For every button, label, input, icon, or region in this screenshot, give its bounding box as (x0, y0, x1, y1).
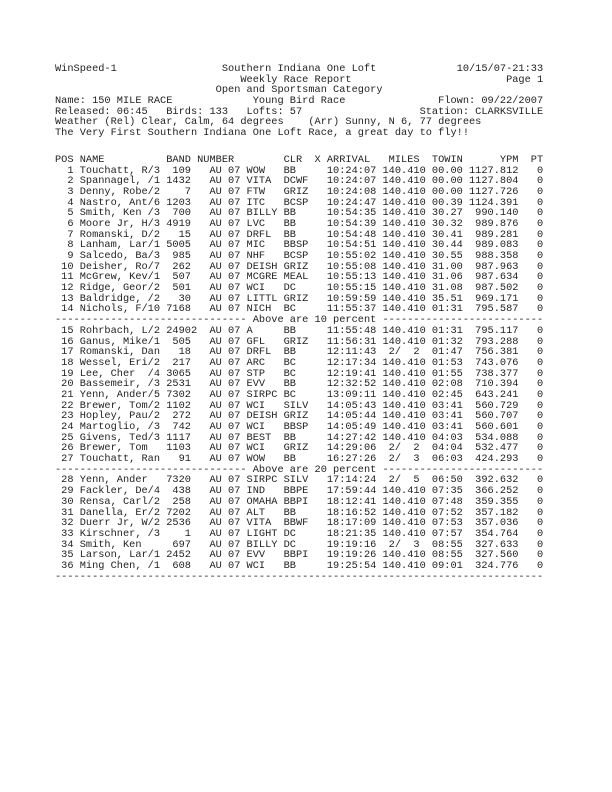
table-row: 22 Brewer, Tom/2 1102 AU 07 WCI SILV 14:… (55, 399, 544, 412)
table-row: 19 Lee, Cher /4 3065 AU 07 STP BC 12:19:… (55, 367, 544, 380)
table-row: 12 Ridge, Geor/2 501 AU 07 WCI DC 10:55:… (55, 282, 544, 295)
table-row: 16 Ganus, Mike/1 505 AU 07 GFL GRIZ 11:5… (55, 335, 544, 348)
comment-line: The Very First Southern Indiana One Loft… (55, 127, 470, 140)
table-row: 2 Spannagel, /1 1432 AU 07 VITA DCWF 10:… (55, 175, 544, 188)
table-row: 28 Yenn, Ander 7320 AU 07 SIRPC SILV 17:… (55, 474, 544, 487)
table-row: 7 Romanski, D/2 15 AU 07 DRFL BB 10:54:4… (55, 228, 544, 241)
end-separator: ----------------------------------------… (55, 570, 544, 583)
table-row: 13 Baldridge, /2 30 AU 07 LITTL GRIZ 10:… (55, 292, 544, 305)
release-info-line: Released: 06:45 Birds: 133 Lofts: 57 Sta… (55, 105, 544, 118)
table-row: 4 Nastro, Ant/6 1203 AU 07 ITC BCSP 10:2… (55, 196, 544, 209)
section-separator: ------------------------------- Above ar… (55, 463, 544, 476)
table-row: 3 Denny, Robe/2 7 AU 07 FTW GRIZ 10:24:0… (55, 185, 544, 198)
table-row: 35 Larson, Lar/1 2452 AU 07 EVV BBPI 19:… (55, 549, 544, 562)
weather-line: Weather (Rel) Clear, Calm, 64 degrees (A… (55, 116, 482, 129)
table-row: 6 Moore Jr, H/3 4919 AU 07 LVC BB 10:54:… (55, 217, 544, 230)
table-row: 5 Smith, Ken /3 700 AU 07 BILLY BB 10:54… (55, 207, 544, 220)
table-row: 24 Martoglio, /3 742 AU 07 WCI BBSP 14:0… (55, 421, 544, 433)
table-row: 23 Hopley, Pau/2 272 AU 07 DEISH GRIZ 14… (55, 410, 544, 423)
table-row: 26 Brewer, Tom 1103 AU 07 WCI GRIZ 14:29… (55, 442, 544, 455)
table-row: 29 Fackler, De/4 438 AU 07 IND BBPE 17:5… (55, 485, 544, 498)
table-row: 34 Smith, Ken 697 AU 07 BILLY DC 19:19:1… (55, 538, 544, 551)
table-row: 30 Rensa, Carl/2 258 AU 07 OMAHA BBPI 18… (55, 495, 544, 508)
table-row: 18 Wessel, Eri/2 217 AU 07 ARC BC 12:17:… (55, 356, 544, 369)
table-row: 14 Nichols, F/10 7168 AU 07 NICH BC 11:5… (55, 303, 544, 316)
table-row: 20 Bassemeir, /3 2531 AU 07 EVV BB 12:32… (55, 378, 544, 391)
column-header-row: POS NAME BAND NUMBER CLR X ARRIVAL MILES… (55, 153, 544, 166)
table-row: 36 Ming Chen, /1 608 AU 07 WCI BB 19:25:… (55, 559, 544, 572)
section-separator: ------------------------------- Above ar… (55, 314, 544, 327)
table-row: 10 Deisher, Ro/7 262 AU 07 DEISH GRIZ 10… (55, 260, 544, 273)
spacer-line (55, 139, 612, 155)
table-row: 27 Touchatt, Ran 91 AU 07 WOW BB 16:27:2… (55, 453, 544, 466)
table-row: 33 Kirschner, /3 1 AU 07 LIGHT DC 18:21:… (55, 527, 544, 540)
table-row: 32 Duerr Jr, W/2 2536 AU 07 VITA BBWF 18… (55, 517, 544, 530)
table-row: 25 Givens, Ted/3 1117 AU 07 BEST BB 14:2… (55, 431, 544, 444)
table-row: 11 McGrew, Kev/1 507 AU 07 MCGRE MEAL 10… (55, 271, 544, 284)
masthead-line: WinSpeed-1 Southern Indiana One Loft 10/… (55, 63, 544, 75)
table-row: 1 Touchatt, R/3 109 AU 07 WOW BB 10:24:0… (55, 164, 544, 177)
page-title-line: Weekly Race Report Page 1 (55, 73, 544, 86)
race-info-line: Name: 150 MILE RACE Young Bird Race Flow… (55, 95, 544, 108)
table-row: 15 Rohrbach, L/2 24902 AU 07 A BB 11:55:… (55, 324, 544, 337)
table-row: 31 Danella, Er/2 7202 AU 07 ALT BB 18:16… (55, 506, 544, 519)
table-row: 8 Lanham, Lar/1 5005 AU 07 MIC BBSP 10:5… (55, 239, 544, 252)
table-row: 9 Salcedo, Ba/3 985 AU 07 NHF BCSP 10:55… (55, 250, 544, 262)
table-row: 17 Romanski, Dan 18 AU 07 DRFL BB 12:11:… (55, 346, 544, 359)
category-line: Open and Sportsman Category (55, 84, 383, 97)
table-row: 21 Yenn, Ander/5 7302 AU 07 SIRPC BC 13:… (55, 388, 544, 401)
